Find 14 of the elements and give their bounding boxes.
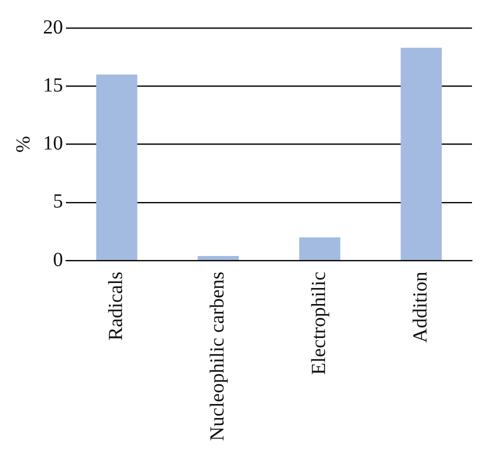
x-tick-label: Addition [410,272,432,343]
bar [198,256,239,260]
y-axis-title: % [12,136,34,153]
y-tick-label: 10 [43,132,63,155]
y-tick-label: 15 [43,74,63,96]
y-tick-label: 5 [53,190,63,213]
bar [400,48,442,260]
y-tick-label: 0 [53,248,63,271]
bar [299,237,340,260]
x-tick-label: Radicals [105,271,127,340]
y-tick-label: 20 [43,16,63,38]
x-tick-label: Nucleophilic carbens [206,271,228,441]
bar [96,74,138,260]
x-tick-label: Electrophilic [308,272,330,375]
